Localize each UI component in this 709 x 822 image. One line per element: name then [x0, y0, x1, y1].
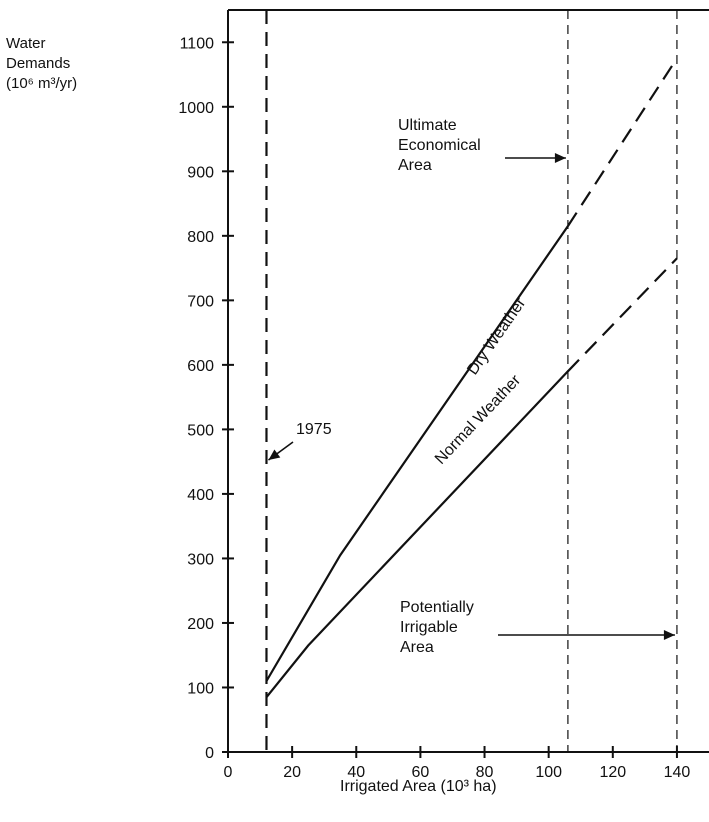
annotation-ultimate-line-2: Economical: [398, 137, 481, 154]
annotation-potential-line-3: Area: [400, 639, 434, 656]
y-tick-label: 400: [187, 487, 214, 504]
annotation-ultimate-line-3: Area: [398, 157, 432, 174]
y-tick-label: 0: [205, 745, 214, 762]
annotation-arrows: [268, 153, 675, 640]
y-tick-label: 600: [187, 358, 214, 375]
series-line-dry-weather-projection: [566, 57, 678, 227]
x-tick-label: 120: [599, 764, 626, 781]
y-axis-label-line-1: Water: [6, 35, 46, 52]
y-tick-label: 300: [187, 551, 214, 568]
x-tick-label: 0: [224, 764, 233, 781]
annotation-potentially-irrigable-area: Potentially Irrigable Area: [400, 598, 474, 658]
series-line-normal-weather-projection: [567, 257, 678, 373]
y-tick-label: 1100: [180, 35, 215, 52]
axes: [227, 9, 709, 753]
y-tick-label: 500: [187, 422, 214, 439]
annotation-potential-line-2: Irrigable: [400, 619, 458, 636]
arrow-1975-head: [268, 449, 281, 460]
series-line-dry-weather: [265, 225, 569, 682]
annotation-potential-line-1: Potentially: [400, 599, 474, 616]
x-tick-label: 40: [347, 764, 365, 781]
x-tick-label: 20: [283, 764, 301, 781]
annotation-ultimate-line-1: Ultimate: [398, 117, 457, 134]
annotation-ultimate-economical-area: Ultimate Economical Area: [398, 116, 481, 176]
y-tick-label: 200: [187, 616, 214, 633]
y-axis-label-line-2: Demands: [6, 55, 71, 72]
x-axis-label: Irrigated Area (10³ ha): [340, 778, 497, 795]
x-tick-label: 100: [535, 764, 562, 781]
series-label-normal-weather: Normal Weather: [432, 371, 525, 468]
reference-lines: [265, 10, 678, 752]
y-tick-label: 1000: [178, 100, 214, 117]
y-tick-label: 100: [187, 680, 214, 697]
arrow-potentially-irrigable-area-head: [663, 630, 675, 640]
y-axis-label-line-3: (10⁶ m³/yr): [6, 75, 78, 92]
y-tick-label: 700: [187, 293, 214, 310]
arrow-ultimate-economical-area-head: [554, 153, 566, 163]
x-tick-label: 140: [664, 764, 691, 781]
y-axis-label: Water Demands (10⁶ m³/yr): [6, 34, 77, 94]
tick-group: 0 100 200 300 400 500 600 700 800 900 1000 1100 0 20 4…: [178, 35, 690, 781]
x-tick-label: 60: [412, 764, 430, 781]
y-tick-label: 800: [187, 229, 214, 246]
x-tick-label: 80: [476, 764, 494, 781]
series-label-dry-weather: Dry Weather: [464, 294, 529, 378]
annotation-1975: 1975: [296, 421, 332, 438]
series-line-normal-weather: [265, 370, 569, 698]
y-tick-label: 900: [187, 164, 214, 181]
